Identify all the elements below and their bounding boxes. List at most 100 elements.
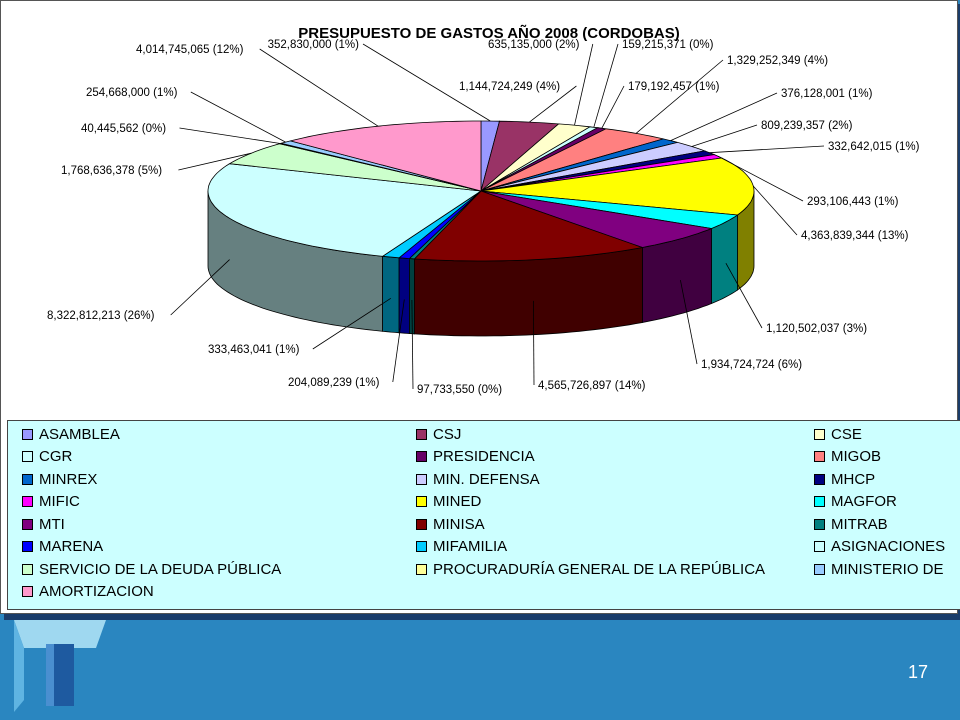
pie-chart: PRESUPUESTO DE GASTOS AÑO 2008 (CORDOBAS… [47,24,920,396]
legend-swatch [416,518,427,530]
legend-item-asignaciones: ASIGNACIONES [814,537,960,557]
legend-swatch [416,541,427,552]
chart-panel: PRESUPUESTO DE GASTOS AÑO 2008 (CORDOBAS… [0,0,960,614]
legend-item-min-defensa: MIN. DEFENSA [416,469,796,489]
legend-label: ASIGNACIONES [831,538,946,555]
legend-item-mti: MTI [22,514,402,534]
data-label-servicio-de-la-deuda-p-blica: 1,768,636,378 (5%) [61,165,162,177]
legend-swatch [22,451,33,462]
leader-line [312,297,392,350]
data-label-magfor: 1,120,502,037 (3%) [766,323,867,335]
legend-swatch [814,541,825,552]
legend-label: CSJ [433,425,462,443]
data-label-mti: 1,934,724,724 (6%) [701,359,802,371]
legend-swatch [416,496,427,507]
legend-swatch [416,428,427,440]
legend-label: MINISA [433,515,485,533]
legend-item-procuradur-a-general-de-la-rep-blica: PROCURADURÍA GENERAL DE LA REPÚBLICA [416,559,796,579]
legend-item-csj: CSJ [416,424,796,444]
legend-item-marena: MARENA [22,537,402,557]
legend-swatch [814,563,825,575]
data-label-cse: 635,135,000 (2%) [488,39,580,51]
pie-slice-mti [480,190,713,248]
data-label-mifamilia: 333,463,041 (1%) [208,344,300,356]
data-label-amortizacion: 4,014,745,065 (12%) [136,44,244,56]
legend-swatch [22,518,33,530]
legend-item-asamblea: ASAMBLEA [22,424,402,444]
leader-line [362,43,491,122]
data-label-mitrab: 97,733,550 (0%) [417,384,502,396]
data-label-mhcp: 332,642,015 (1%) [828,141,920,153]
pie-slice-asignaciones [207,163,483,257]
legend-label: MTI [39,515,65,533]
leader-line [601,85,625,129]
legend-label: MARENA [39,538,104,555]
legend-label: PRESIDENCIA [433,448,535,465]
legend-label: MINREX [39,470,98,488]
legend-item-magfor: MAGFOR [814,492,960,512]
legend-swatch [814,518,825,530]
legend-item-mitrab: MITRAB [814,514,960,534]
legend-item-amortizacion: AMORTIZACION [22,582,402,602]
data-label-minrex: 376,128,001 (1%) [781,88,873,100]
leader-line [670,92,778,141]
data-label-asignaciones: 8,322,812,213 (26%) [47,310,155,322]
pie-side-marena [398,257,410,335]
leader-line [529,85,577,123]
chart-legend: ASAMBLEA CSJ CSE CGR PRESIDENCIA MIGOB MINREX M… [7,420,960,610]
leader-line [574,43,594,126]
legend-item-mifamilia: MIFAMILIA [416,537,796,557]
legend-item-ministerio-de: MINISTERIO DE [814,559,960,579]
leader-line [178,152,252,171]
legend-item-migob: MIGOB [814,447,960,467]
legend-swatch [22,428,33,440]
chart-panel-wrapper: PRESUPUESTO DE GASTOS AÑO 2008 (CORDOBAS… [0,0,960,620]
legend-label: MINISTERIO DE [831,560,944,578]
leader-line [170,259,230,316]
legend-label: MIFAMILIA [433,538,508,555]
legend-label: CGR [39,448,73,465]
pie-tops [207,120,755,262]
legend-swatch [814,496,825,507]
legend-swatch [22,563,33,575]
legend-label: MHCP [831,470,876,488]
data-label-ministerio-de: 254,668,000 (1%) [86,87,178,99]
pie-side-magfor [711,214,738,305]
legend-swatch [814,428,825,440]
leader-line [635,59,724,134]
leader-line [392,299,405,383]
leader-line [725,263,763,329]
legend-item-mined: MINED [416,492,796,512]
leader-line [190,91,286,143]
leader-line [259,48,379,127]
legend-swatch [814,473,825,485]
legend-swatch [416,563,427,575]
data-label-mific: 293,106,443 (1%) [807,196,899,208]
deco-bar-top [14,620,106,648]
legend-item-minisa: MINISA [416,514,796,534]
legend-swatch [22,473,33,485]
legend-swatch [416,451,427,462]
pie-slice-magfor [480,190,739,229]
page-number: 17 [908,662,929,682]
legend-label: CSE [831,425,862,443]
legend-label: ASAMBLEA [39,425,120,443]
legend-item-servicio-de-la-deuda-p-blica: SERVICIO DE LA DEUDA PÚBLICA [22,559,402,579]
deco-bar-left [14,620,24,712]
pie-slice-cse [480,123,592,192]
legend-item-cse: CSE [814,424,960,444]
pie-side-mifamilia [382,255,400,334]
legend-swatch [22,541,33,552]
data-label-procuradur-a-general-de-la-rep-blica: 40,445,562 (0%) [81,123,166,135]
leader-line [680,280,698,365]
leader-line [717,155,804,202]
pie-sides [207,190,755,337]
legend-label: MIGOB [831,448,882,465]
legend-item-cgr: CGR [22,447,402,467]
leader-line [533,300,535,386]
data-label-cgr: 159,215,371 (0%) [622,39,714,51]
legend-item-mific: MIFIC [22,492,402,512]
pie-labels: 352,830,000 (1%) 1,144,724,249 (4%) 635,13… [47,39,920,396]
leader-line [691,124,758,147]
